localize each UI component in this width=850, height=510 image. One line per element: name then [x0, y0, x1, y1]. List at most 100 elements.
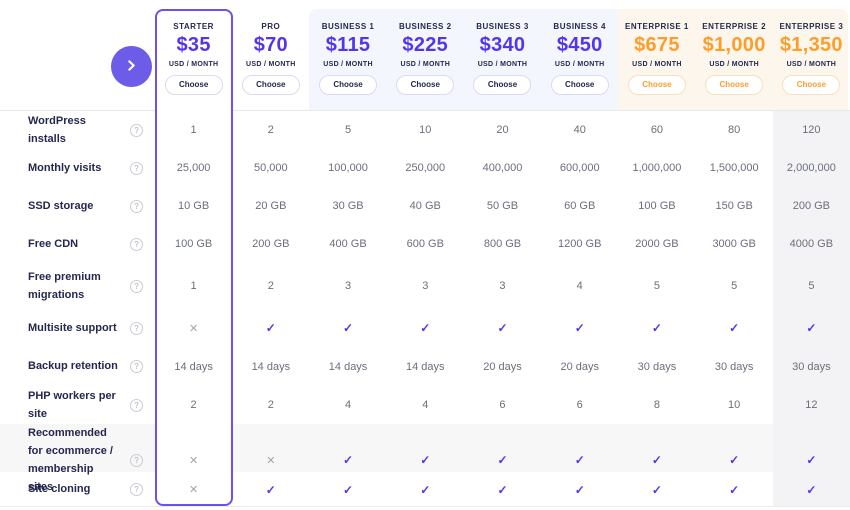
feature-row-multisite-support: Multisite support ? ✕ ✓ ✓ ✓ ✓ ✓ ✓ ✓ ✓ — [0, 309, 850, 347]
feature-label-cell: Multisite support ? — [0, 309, 155, 347]
choose-button-business-3[interactable]: Choose — [473, 75, 532, 95]
help-icon[interactable]: ? — [130, 237, 143, 251]
plan-price: $675 — [634, 34, 680, 56]
feature-label-cell: Free CDN ? — [0, 225, 155, 263]
choose-button-pro[interactable]: Choose — [241, 75, 300, 95]
value-backup-retention-business-4: 20 days — [560, 360, 599, 373]
value-free-cdn-pro: 200 GB — [252, 238, 290, 250]
feature-label-cell: WordPress installs ? — [0, 111, 155, 149]
value-backup-retention-enterprise-3: 30 days — [792, 360, 831, 373]
next-plans-button[interactable] — [111, 46, 152, 87]
value-site-cloning-business-4: ✓ — [541, 472, 618, 507]
value-site-cloning-enterprise-1: ✓ — [618, 472, 695, 507]
value-free-cdn-starter: 100 GB — [174, 238, 213, 250]
value-backup-retention-pro: 14 days — [251, 360, 291, 373]
value-free-cdn-enterprise-3: 4000 GB — [789, 238, 834, 250]
feature-row-backup-retention: Backup retention ? 14 days 14 days 14 days… — [0, 347, 850, 386]
value-monthly-visits-pro: 50,000 — [254, 162, 288, 174]
plan-header-enterprise-2: ENTERPRISE 2 $1,000 USD / MONTH Choose — [696, 0, 773, 111]
plan-price: $450 — [556, 34, 603, 56]
plan-name: STARTER — [173, 22, 214, 31]
value-free-cdn-business-3: 800 GB — [483, 238, 522, 250]
check-icon: ✓ — [420, 453, 431, 468]
value-site-cloning-enterprise-2: ✓ — [696, 472, 773, 507]
plan-period: USD / MONTH — [477, 61, 528, 68]
cross-icon: ✕ — [266, 454, 276, 467]
help-icon[interactable]: ? — [130, 483, 143, 496]
value-multisite-support-pro: ✓ — [232, 309, 309, 347]
feature-label-cell: Free premium migrations ? — [0, 263, 155, 309]
feature-label: Multisite support — [28, 321, 117, 334]
value-recommended-for-ecommerce-membership-sites-enterprise-3: ✓ — [773, 424, 850, 497]
choose-button-enterprise-1[interactable]: Choose — [627, 75, 686, 95]
plan-price: $35 — [176, 34, 211, 56]
value-free-cdn-business-4: 1200 GB — [558, 238, 602, 250]
value-free-premium-migrations-pro: 2 — [267, 280, 274, 292]
feature-label-cell: PHP workers per site ? — [0, 386, 155, 424]
value-ssd-storage-enterprise-3: 200 GB — [792, 200, 831, 212]
choose-button-business-4[interactable]: Choose — [550, 75, 609, 95]
value-php-workers-per-site-business-3: 6 — [499, 399, 506, 411]
choose-button-starter[interactable]: Choose — [164, 75, 223, 95]
plan-period: USD / MONTH — [554, 61, 605, 68]
feature-rows: WordPress installs ? 1 2 5 10 20 40 60 80 120 Mo… — [0, 111, 850, 507]
value-recommended-for-ecommerce-membership-sites-pro: ✕ — [232, 424, 309, 497]
help-icon[interactable]: ? — [130, 360, 143, 373]
plan-period: USD / MONTH — [709, 61, 759, 68]
choose-button-enterprise-3[interactable]: Choose — [782, 75, 841, 95]
feature-label: SSD storage — [28, 199, 94, 212]
value-php-workers-per-site-enterprise-2: 10 — [728, 399, 741, 411]
feature-row-wordpress-installs: WordPress installs ? 1 2 5 10 20 40 60 80 120 — [0, 111, 850, 149]
value-multisite-support-business-3: ✓ — [464, 309, 541, 347]
feature-row-php-workers-per-site: PHP workers per site ? 2 2 4 4 6 6 8 10 12 — [0, 386, 850, 424]
value-recommended-for-ecommerce-membership-sites-starter: ✕ — [155, 424, 232, 497]
choose-button-enterprise-2[interactable]: Choose — [705, 75, 764, 95]
feature-label: WordPress installs — [28, 114, 86, 145]
value-php-workers-per-site-pro: 2 — [267, 399, 274, 411]
help-icon[interactable]: ? — [130, 161, 143, 175]
value-wordpress-installs-pro: 2 — [267, 124, 274, 136]
check-icon: ✓ — [806, 453, 817, 468]
value-multisite-support-starter: ✕ — [155, 309, 232, 347]
plan-period: USD / MONTH — [400, 61, 451, 68]
value-wordpress-installs-business-4: 40 — [573, 124, 586, 136]
value-free-premium-migrations-business-4: 4 — [576, 280, 583, 292]
help-icon[interactable]: ? — [130, 199, 143, 213]
help-icon[interactable]: ? — [130, 453, 143, 467]
plan-name: BUSINESS 1 — [321, 22, 375, 31]
feature-row-ssd-storage: SSD storage ? 10 GB 20 GB 30 GB 40 GB 50 GB 6… — [0, 187, 850, 225]
value-php-workers-per-site-business-4: 6 — [576, 399, 583, 411]
value-php-workers-per-site-business-2: 4 — [422, 399, 429, 411]
feature-label-cell: Monthly visits ? — [0, 149, 155, 187]
feature-row-recommended-for-ecommerce-membership-sites: Recommended for ecommerce / membership s… — [0, 424, 850, 493]
value-ssd-storage-starter: 10 GB — [178, 200, 210, 212]
help-icon[interactable]: ? — [130, 123, 143, 137]
feature-label-cell: Backup retention ? — [0, 347, 155, 386]
feature-label-cell: Recommended for ecommerce / membership s… — [0, 424, 155, 497]
value-wordpress-installs-enterprise-2: 80 — [728, 124, 741, 136]
value-ssd-storage-business-2: 40 GB — [409, 200, 441, 212]
value-monthly-visits-business-2: 250,000 — [405, 162, 446, 174]
choose-button-business-1[interactable]: Choose — [319, 75, 378, 95]
help-icon[interactable]: ? — [130, 398, 143, 412]
value-recommended-for-ecommerce-membership-sites-enterprise-2: ✓ — [696, 424, 773, 497]
check-icon: ✓ — [343, 453, 354, 468]
value-monthly-visits-enterprise-1: 1,000,000 — [632, 162, 682, 174]
value-monthly-visits-business-3: 400,000 — [482, 162, 523, 174]
feature-label: Free premium migrations — [28, 270, 101, 301]
value-multisite-support-business-4: ✓ — [541, 309, 618, 347]
feature-row-free-cdn: Free CDN ? 100 GB 200 GB 400 GB 600 GB 800 G… — [0, 225, 850, 263]
feature-label: PHP workers per site — [28, 389, 116, 420]
value-ssd-storage-enterprise-2: 150 GB — [715, 200, 753, 212]
feature-row-site-cloning: Site cloning ? ✕ ✓ ✓ ✓ ✓ ✓ ✓ ✓ ✓ — [0, 472, 850, 507]
help-icon[interactable]: ? — [130, 279, 143, 293]
value-php-workers-per-site-enterprise-1: 8 — [653, 399, 660, 411]
cross-icon: ✕ — [189, 454, 199, 467]
choose-button-business-2[interactable]: Choose — [396, 75, 455, 95]
help-icon[interactable]: ? — [130, 321, 143, 335]
plan-name: PRO — [261, 22, 281, 31]
value-free-cdn-business-1: 400 GB — [329, 238, 367, 250]
check-icon: ✓ — [420, 321, 431, 335]
check-icon: ✓ — [497, 321, 508, 335]
